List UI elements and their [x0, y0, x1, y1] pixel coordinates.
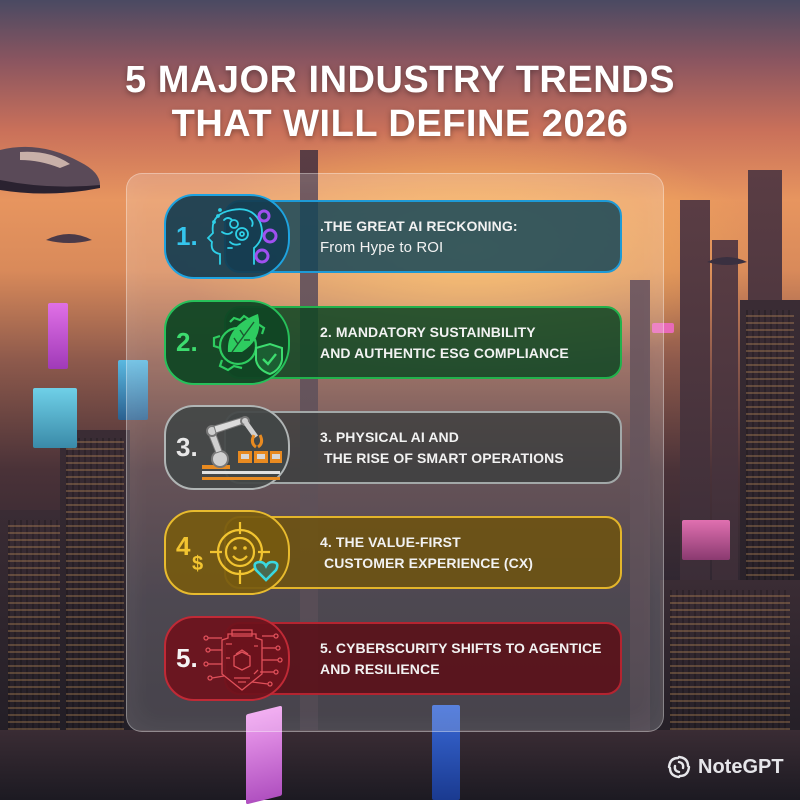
trend-subtitle: From Hype to ROI [320, 238, 444, 256]
trend-number: 4 [176, 531, 191, 561]
notegpt-watermark: NoteGPT [666, 754, 784, 780]
trend-bar [224, 306, 622, 379]
trend-number: 2. [176, 327, 198, 357]
small-ship-icon [707, 257, 747, 265]
trend-bar [224, 411, 622, 484]
flying-car-icon [0, 146, 100, 194]
trend-card-2: 2. 2. MANDATORY SUSTAINBILITY AND AUTHEN… [164, 300, 622, 385]
icon-badge [164, 405, 290, 490]
trend-title: 3. PHYSICAL AI AND [320, 428, 459, 445]
trend-title: 5. CYBERSCURITY SHIFTS TO AGENTICE [320, 639, 602, 656]
dollar-sign-icon: $ [192, 553, 204, 575]
trend-card-5: 5. 5. CYBERSCURITY SHIFTS TO AGENTICE AN… [164, 616, 622, 701]
trend-card-4: 4 $ 4. THE VALUE-FIRST CUSTOMER EXPERIEN… [164, 510, 622, 595]
trend-title: 4. THE VALUE-FIRST [320, 533, 461, 550]
page-title: 5 MAJOR INDUSTRY TRENDS THAT WILL DEFINE… [0, 58, 800, 146]
leaf-gear-shield-icon [212, 314, 283, 376]
small-ship-icon [46, 234, 92, 243]
trend-text: 4. THE VALUE-FIRST CUSTOMER EXPERIENCE (… [320, 512, 533, 593]
trend-text: 5. CYBERSCURITY SHIFTS TO AGENTICE AND R… [320, 618, 602, 699]
title-line-2: THAT WILL DEFINE 2026 [171, 103, 629, 145]
title-line-1: 5 MAJOR INDUSTRY TRENDS [125, 59, 675, 101]
brain-gears-icon [206, 208, 278, 265]
trend-text: 3. PHYSICAL AI AND THE RISE OF SMART OPE… [320, 407, 564, 488]
trend-bar [224, 622, 622, 695]
trend-subtitle: CUSTOMER EXPERIENCE (CX) [320, 554, 534, 571]
brand-name: NoteGPT [698, 755, 784, 778]
trend-bar [224, 516, 622, 589]
trend-card-1: 1. .THE GREAT AI RECKONING: From Hype to… [164, 194, 622, 279]
trend-subtitle: AND AUTHENTIC ESG COMPLIANCE [320, 344, 569, 361]
smiley-target-heart-icon [210, 522, 279, 584]
trend-bar [224, 200, 622, 273]
swirl-logo-icon [667, 755, 691, 779]
trend-subtitle: THE RISE OF SMART OPERATIONS [320, 449, 564, 466]
trend-number: 1. [176, 221, 198, 251]
trend-number: 5. [176, 643, 198, 673]
robotic-arm-icon [202, 416, 282, 480]
trend-text: .THE GREAT AI RECKONING: From Hype to RO… [320, 196, 518, 277]
icon-badge [164, 194, 290, 279]
trend-title: 2. MANDATORY SUSTAINBILITY [320, 323, 536, 340]
trend-text: 2. MANDATORY SUSTAINBILITY AND AUTHENTIC… [320, 302, 569, 383]
circuit-shield-icon [203, 629, 283, 691]
trend-card-3: 3. 3. PHYSICAL AI AND THE RISE OF SMART … [164, 405, 622, 490]
trend-subtitle: AND RESILIENCE [320, 660, 440, 677]
trend-number: 3. [176, 432, 198, 462]
trend-title: .THE GREAT AI RECKONING: [320, 217, 518, 234]
